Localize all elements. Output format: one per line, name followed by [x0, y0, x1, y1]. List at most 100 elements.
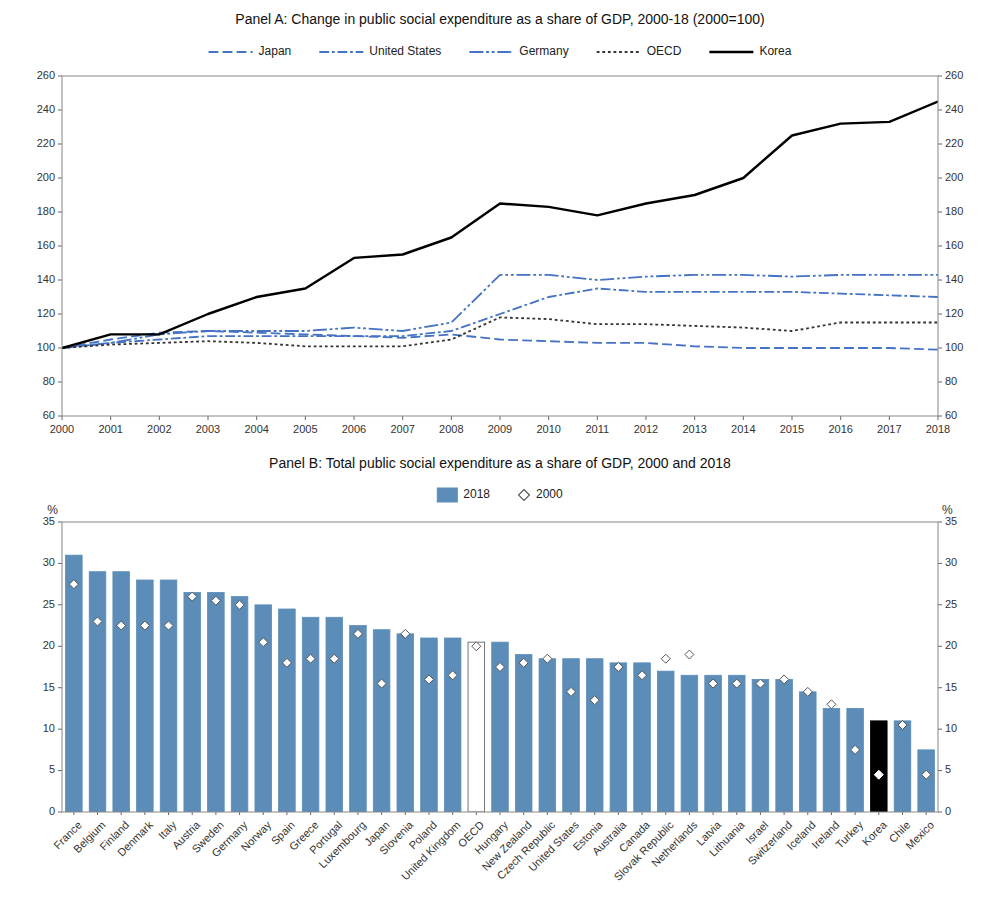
marker [614, 663, 623, 672]
bar [231, 597, 248, 812]
x-tick-label: 2018 [926, 423, 950, 435]
x-tick-label: 2015 [780, 423, 804, 435]
bar [657, 671, 674, 812]
marker [117, 621, 126, 630]
x-tick-label: Norway [238, 818, 273, 853]
y2-tick-label: 180 [945, 205, 963, 217]
legend-label: OECD [647, 44, 682, 58]
y-tick-label: 100 [37, 341, 55, 353]
y2-tick-label: 120 [945, 307, 963, 319]
legend-label: 2000 [536, 487, 563, 501]
marker [140, 621, 149, 630]
x-tick-label: 2017 [877, 423, 901, 435]
x-tick [646, 416, 647, 420]
x-tick [354, 416, 355, 420]
marker [259, 638, 268, 647]
x-tick-label: 2003 [196, 423, 220, 435]
y2-tick-label: 160 [945, 239, 963, 251]
y2-tick [938, 382, 942, 383]
legend-swatch [519, 490, 530, 501]
y-tick [58, 212, 62, 213]
y2-tick-label: 30 [945, 556, 957, 568]
marker [685, 650, 694, 659]
marker [827, 700, 836, 709]
bar [705, 675, 722, 812]
y-tick [58, 348, 62, 349]
y-tick-label: 260 [37, 69, 55, 81]
y-tick [58, 687, 62, 688]
x-tick [889, 416, 890, 420]
x-tick-label: 2012 [634, 423, 658, 435]
bar [468, 642, 485, 812]
y2-tick [938, 416, 942, 417]
bar [752, 679, 769, 812]
x-tick-label: 2008 [439, 423, 463, 435]
y-tick-label: 60 [43, 409, 55, 421]
series-line [62, 102, 938, 349]
marker [211, 596, 220, 605]
bar [444, 638, 461, 812]
legend-swatch [469, 51, 513, 53]
marker [898, 721, 907, 730]
x-tick-label: Luxembourg [316, 819, 368, 871]
marker [448, 671, 457, 680]
bar [610, 663, 627, 812]
y2-tick [938, 280, 942, 281]
x-tick [256, 416, 257, 420]
bar [776, 679, 793, 812]
y-tick [58, 178, 62, 179]
y2-tick [938, 729, 942, 730]
y-tick [58, 522, 62, 523]
x-tick-label: Netherlands [649, 818, 700, 869]
series-group [66, 555, 935, 812]
x-tick-label: 2004 [244, 423, 268, 435]
bar [397, 634, 414, 812]
legend-item: United States [319, 44, 441, 58]
y-axis: 6080100120140160180200220240260 [37, 69, 62, 421]
y2-tick [938, 812, 942, 813]
bar [113, 572, 130, 812]
x-tick [208, 416, 209, 420]
bar [350, 626, 367, 812]
y-tick-label: 15 [43, 681, 55, 693]
y-tick [58, 314, 62, 315]
marker [780, 675, 789, 684]
y2-tick [938, 314, 942, 315]
x-tick [305, 416, 306, 420]
marker [590, 696, 599, 705]
x-tick [694, 416, 695, 420]
x-tick-label: 2005 [293, 423, 317, 435]
legend-label: Japan [259, 44, 292, 58]
bar [326, 617, 343, 812]
y-tick-label: 5 [49, 763, 55, 775]
bar [515, 655, 532, 812]
y2-tick [938, 212, 942, 213]
plot-frame [62, 76, 938, 416]
y-tick-label: 200 [37, 171, 55, 183]
y2-tick [938, 110, 942, 111]
marker [709, 679, 718, 688]
marker [922, 770, 931, 779]
bar [137, 580, 154, 812]
x-tick-label: 2009 [488, 423, 512, 435]
bar [160, 580, 177, 812]
marker [188, 592, 197, 601]
legend-item: Japan [209, 44, 292, 58]
bar [586, 659, 603, 812]
legend-item: OECD [597, 44, 682, 58]
y2-tick [938, 522, 942, 523]
x-tick-label: 2014 [731, 423, 755, 435]
x-tick [159, 416, 160, 420]
marker [306, 654, 315, 663]
y2-tick-label: 20 [945, 639, 957, 651]
legend: 2018 2000 [437, 487, 563, 502]
legend-label: 2018 [463, 487, 490, 501]
x-tick [451, 416, 452, 420]
y-tick [58, 563, 62, 564]
legend-item: Germany [469, 44, 568, 58]
x-tick [938, 416, 939, 420]
x-tick-label: 2013 [682, 423, 706, 435]
legend-swatch [437, 488, 457, 502]
x-tick-label: Korea [860, 818, 890, 848]
y-tick [58, 646, 62, 647]
